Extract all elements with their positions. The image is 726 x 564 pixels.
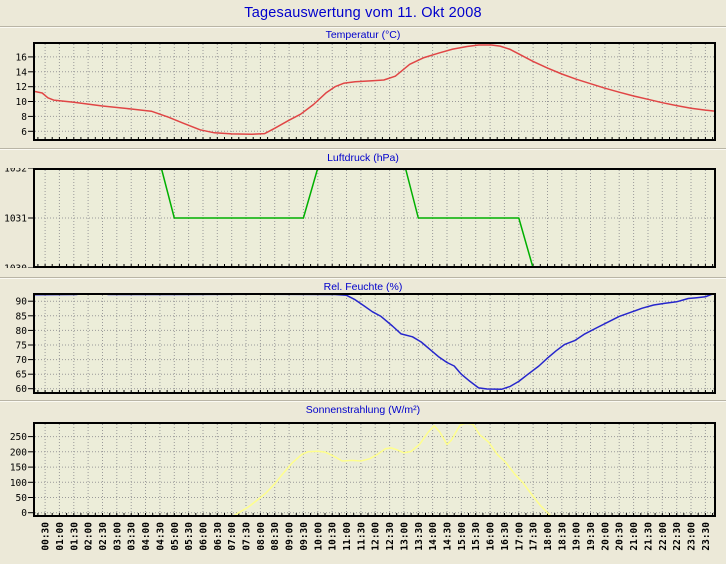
svg-text:10:30: 10:30 (328, 522, 339, 551)
humidity-plot: 60 65 70 75 80 85 90 (0, 293, 726, 394)
svg-text:12:00: 12:00 (371, 522, 382, 551)
svg-text:21:30: 21:30 (644, 522, 655, 551)
svg-text:08:30: 08:30 (270, 522, 281, 551)
svg-text:10:00: 10:00 (313, 522, 324, 551)
svg-text:8: 8 (21, 112, 27, 123)
separator (0, 148, 726, 150)
svg-text:12: 12 (16, 82, 27, 93)
svg-text:09:00: 09:00 (285, 522, 296, 551)
svg-text:1030: 1030 (4, 264, 27, 269)
svg-text:15:00: 15:00 (457, 522, 468, 551)
svg-text:14:30: 14:30 (443, 522, 454, 551)
svg-text:07:30: 07:30 (242, 522, 253, 551)
svg-text:03:30: 03:30 (127, 522, 138, 551)
svg-text:01:00: 01:00 (55, 522, 66, 551)
svg-text:150: 150 (10, 463, 27, 474)
svg-text:17:00: 17:00 (514, 522, 525, 551)
svg-text:22:30: 22:30 (672, 522, 683, 551)
svg-text:17:30: 17:30 (529, 522, 540, 551)
svg-text:19:30: 19:30 (586, 522, 597, 551)
pressure-plot: 1030 1031 1032 (0, 168, 726, 268)
svg-text:23:30: 23:30 (701, 522, 712, 551)
svg-text:14: 14 (16, 67, 28, 78)
solar-radiation-chart: Sonnenstrahlung (W/m²) 0 50 100 150 200 250 00… (0, 402, 726, 564)
svg-text:0: 0 (21, 508, 27, 519)
svg-text:16:30: 16:30 (500, 522, 511, 551)
svg-text:07:00: 07:00 (227, 522, 238, 551)
svg-text:90: 90 (16, 297, 28, 308)
chart-canvas: 1030 1031 1032 (4, 168, 716, 269)
humidity-chart: Rel. Feuchte (%) 60 65 70 75 80 85 90 (0, 279, 726, 400)
svg-text:11:30: 11:30 (356, 522, 367, 551)
svg-text:21:00: 21:00 (629, 522, 640, 551)
svg-text:02:30: 02:30 (98, 522, 109, 551)
svg-text:18:00: 18:00 (543, 522, 554, 551)
svg-text:100: 100 (10, 478, 27, 489)
temperature-chart: Temperatur (°C) 6 8 10 12 14 16 (0, 27, 726, 148)
svg-text:85: 85 (16, 311, 27, 322)
svg-text:20:30: 20:30 (615, 522, 626, 551)
temperature-plot: 6 8 10 12 14 16 (0, 42, 726, 141)
chart-canvas: 60 65 70 75 80 85 90 (16, 293, 716, 394)
chart-canvas: 0 50 100 150 200 250 00:30 01:00 01:30 02:00 02:30… (10, 422, 716, 551)
humidity-chart-title: Rel. Feuchte (%) (323, 281, 403, 293)
solar-radiation-chart-title: Sonnenstrahlung (W/m²) (305, 404, 421, 416)
svg-text:20:00: 20:00 (600, 522, 611, 551)
svg-text:250: 250 (10, 432, 27, 443)
svg-text:06:30: 06:30 (213, 522, 224, 551)
svg-text:80: 80 (16, 326, 28, 337)
pressure-chart-title: Luftdruck (hPa) (327, 152, 399, 164)
svg-text:09:30: 09:30 (299, 522, 310, 551)
svg-text:13:00: 13:00 (399, 522, 410, 551)
svg-text:11:00: 11:00 (342, 522, 353, 551)
svg-text:18:30: 18:30 (557, 522, 568, 551)
separator (0, 26, 726, 28)
separator (0, 277, 726, 279)
svg-text:70: 70 (16, 355, 28, 366)
svg-text:22:00: 22:00 (658, 522, 669, 551)
svg-text:16: 16 (16, 52, 28, 63)
svg-text:06:00: 06:00 (199, 522, 210, 551)
svg-text:04:30: 04:30 (155, 522, 166, 551)
page-title: Tagesauswertung vom 11. Okt 2008 (244, 5, 482, 21)
svg-text:23:00: 23:00 (687, 522, 698, 551)
svg-text:65: 65 (16, 370, 27, 381)
svg-text:04:00: 04:00 (141, 522, 152, 551)
svg-text:05:30: 05:30 (184, 522, 195, 551)
pressure-chart: Luftdruck (hPa) 1030 1031 1032 (0, 150, 726, 277)
svg-text:02:00: 02:00 (84, 522, 95, 551)
svg-text:14:00: 14:00 (428, 522, 439, 551)
svg-text:15:30: 15:30 (471, 522, 482, 551)
svg-text:08:00: 08:00 (256, 522, 267, 551)
temperature-chart-title: Temperatur (°C) (325, 29, 401, 41)
svg-text:6: 6 (21, 127, 27, 138)
chart-canvas: 6 8 10 12 14 16 (16, 42, 716, 141)
separator (0, 400, 726, 402)
svg-text:19:00: 19:00 (572, 522, 583, 551)
solar-radiation-plot: 0 50 100 150 200 250 00:30 01:00 01:30 02:00 02:30… (0, 422, 726, 562)
svg-text:200: 200 (10, 447, 27, 458)
svg-text:10: 10 (16, 97, 28, 108)
svg-text:13:30: 13:30 (414, 522, 425, 551)
svg-text:16:00: 16:00 (486, 522, 497, 551)
svg-text:1032: 1032 (4, 168, 27, 175)
svg-text:12:30: 12:30 (385, 522, 396, 551)
svg-text:03:00: 03:00 (112, 522, 123, 551)
svg-text:50: 50 (16, 493, 28, 504)
svg-text:60: 60 (16, 384, 28, 394)
svg-text:1031: 1031 (4, 214, 27, 225)
svg-text:05:00: 05:00 (170, 522, 181, 551)
svg-text:01:30: 01:30 (69, 522, 80, 551)
svg-text:75: 75 (16, 341, 27, 352)
svg-text:00:30: 00:30 (41, 522, 52, 551)
